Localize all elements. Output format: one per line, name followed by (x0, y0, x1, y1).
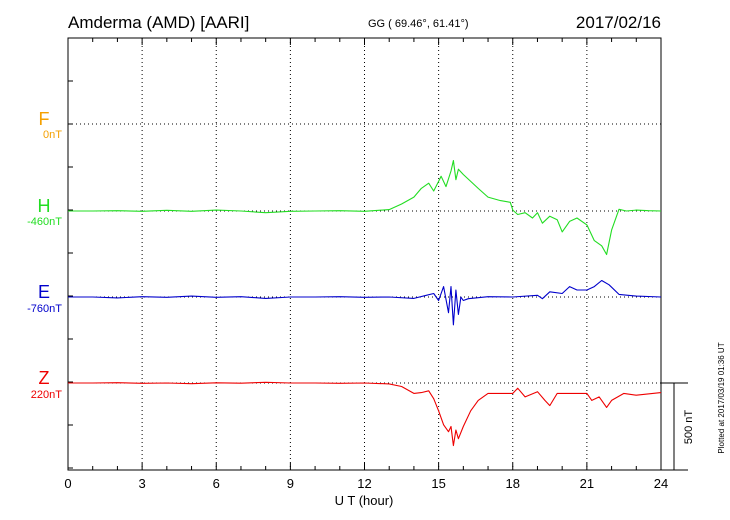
series-baseline-e: -760nT (27, 303, 62, 315)
scale-bar-label: 500 nT (683, 410, 695, 445)
x-tick-labels: 0 3 6 9 12 15 18 21 24 (64, 476, 668, 491)
series-traces (68, 159, 662, 447)
x-axis-label: U T (hour) (335, 493, 394, 508)
station-coordinates: GG ( 69.46°, 61.41°) (368, 18, 469, 30)
x-tick-label: 0 (64, 476, 71, 491)
series-baseline-z: 220nT (31, 389, 62, 401)
scale-bar: 500 nT (661, 382, 695, 471)
x-tick-label: 9 (287, 476, 294, 491)
series-name-e: E (38, 282, 50, 302)
grid-lines (67, 38, 662, 470)
series-line-z (68, 381, 662, 447)
x-tick-label: 3 (139, 476, 146, 491)
series-line-h (68, 159, 662, 256)
x-tick-label: 12 (357, 476, 371, 491)
series-line-e (68, 279, 662, 326)
x-tick-label: 21 (580, 476, 594, 491)
x-tick-label: 15 (431, 476, 445, 491)
x-tick-label: 24 (654, 476, 668, 491)
series-name-z: Z (39, 368, 50, 388)
station-title: Amderma (AMD) [AARI] (68, 13, 249, 32)
series-name-h: H (38, 196, 51, 216)
plot-date: 2017/02/16 (576, 13, 661, 32)
series-baseline-h: -460nT (27, 216, 62, 228)
x-tick-label: 6 (213, 476, 220, 491)
series-baseline-f: 0nT (43, 129, 62, 141)
series-name-f: F (39, 109, 50, 129)
plotted-timestamp: Plotted at 2017/03/19 01:36 UT (717, 342, 726, 453)
x-tick-label: 18 (506, 476, 520, 491)
